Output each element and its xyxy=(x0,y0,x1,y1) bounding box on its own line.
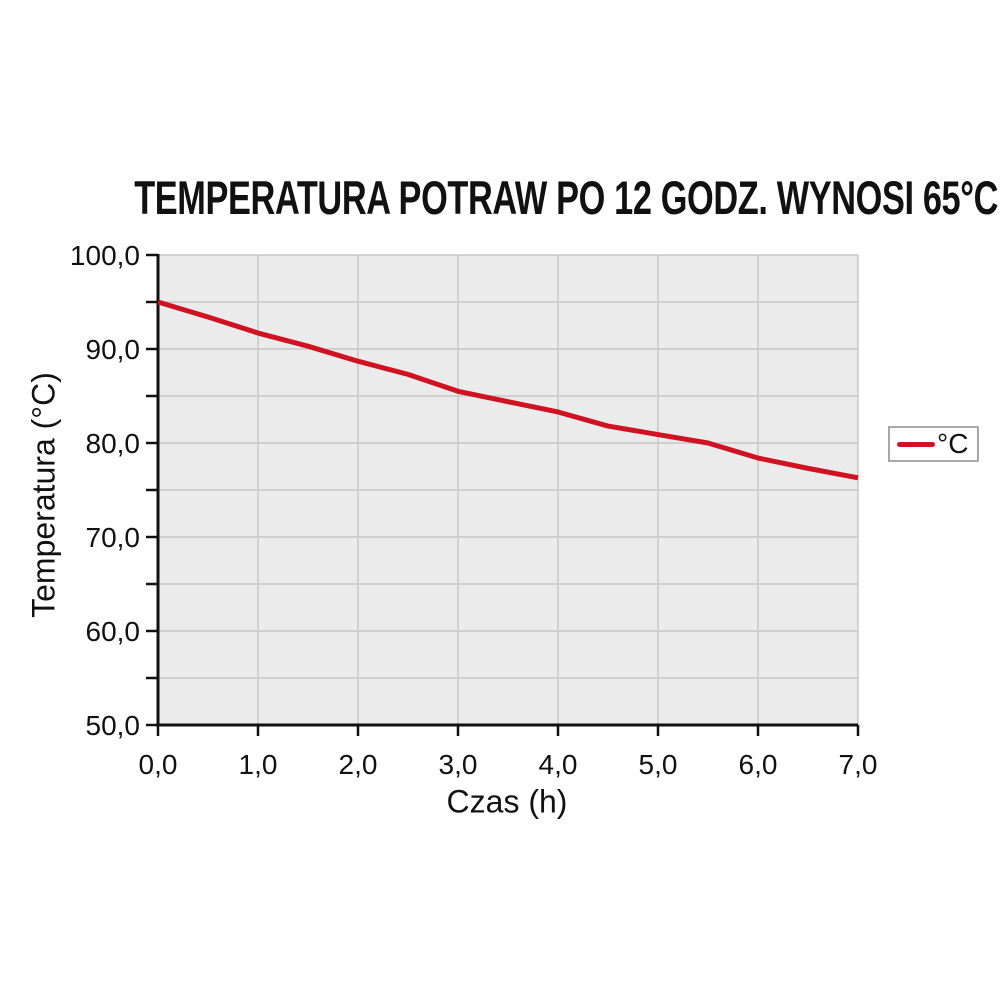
temperature-line xyxy=(157,299,859,481)
y-tick-label: 100,0 xyxy=(70,240,140,271)
x-tick-label: 3,0 xyxy=(439,749,478,780)
y-tick-label: 90,0 xyxy=(86,334,141,365)
legend-series-label: °C xyxy=(937,428,969,459)
x-tick-label: 7,0 xyxy=(839,749,878,780)
legend: °C xyxy=(888,426,980,462)
x-tick-label: 2,0 xyxy=(339,749,378,780)
y-tick-label: 70,0 xyxy=(86,522,141,553)
x-axis-title: Czas (h) xyxy=(446,783,568,820)
y-tick-label: 50,0 xyxy=(86,710,141,741)
y-tick-label: 60,0 xyxy=(86,616,141,647)
y-tick-label: 80,0 xyxy=(86,428,141,459)
x-tick-label: 0,0 xyxy=(139,749,178,780)
x-tick-label: 5,0 xyxy=(639,749,678,780)
y-axis-title: Temperatura (°C) xyxy=(25,372,62,618)
x-tick-label: 6,0 xyxy=(739,749,778,780)
x-tick-label: 4,0 xyxy=(539,749,578,780)
legend-line-sample-icon xyxy=(897,441,935,447)
x-tick-label: 1,0 xyxy=(239,749,278,780)
chart-title: TEMPERATURA POTRAW PO 12 GODZ. WYNOSI 65… xyxy=(134,171,999,224)
